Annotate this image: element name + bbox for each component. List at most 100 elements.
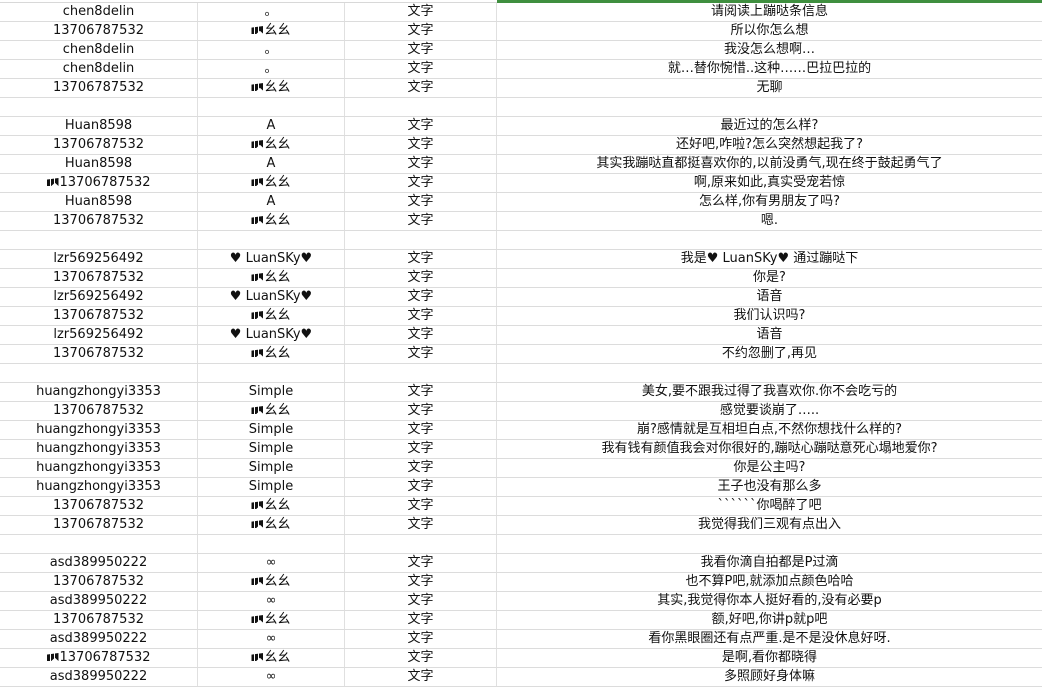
- message-cell[interactable]: 也不算P吧,就添加点颜色哈哈: [497, 573, 1042, 591]
- nickname-cell[interactable]: 幺幺: [198, 611, 345, 629]
- sender-cell[interactable]: 13706787532: [0, 611, 198, 629]
- message-type-cell[interactable]: 文字: [345, 41, 497, 59]
- message-cell[interactable]: 语音: [497, 288, 1042, 306]
- nickname-cell[interactable]: Simple: [198, 440, 345, 458]
- sender-cell[interactable]: chen8delin: [0, 41, 198, 59]
- message-type-cell[interactable]: 文字: [345, 516, 497, 534]
- sender-cell[interactable]: chen8delin: [0, 60, 198, 78]
- message-type-cell[interactable]: 文字: [345, 269, 497, 287]
- message-cell[interactable]: 你是?: [497, 269, 1042, 287]
- message-cell[interactable]: [497, 535, 1042, 553]
- message-type-cell[interactable]: [345, 231, 497, 249]
- message-type-cell[interactable]: 文字: [345, 60, 497, 78]
- nickname-cell[interactable]: 幺幺: [198, 516, 345, 534]
- message-cell[interactable]: 我是♥ LuanSKy♥ 通过蹦哒下: [497, 250, 1042, 268]
- nickname-cell[interactable]: [198, 98, 345, 116]
- message-cell[interactable]: 额,好吧,你讲p就p吧: [497, 611, 1042, 629]
- sender-cell[interactable]: chen8delin: [0, 3, 198, 21]
- message-cell[interactable]: [497, 364, 1042, 382]
- sender-cell[interactable]: lzr569256492: [0, 288, 198, 306]
- message-cell[interactable]: ``````你喝醉了吧: [497, 497, 1042, 515]
- message-type-cell[interactable]: 文字: [345, 497, 497, 515]
- nickname-cell[interactable]: 幺幺: [198, 136, 345, 154]
- nickname-cell[interactable]: ♥ LuanSKy♥: [198, 250, 345, 268]
- nickname-cell[interactable]: 幺幺: [198, 22, 345, 40]
- nickname-cell[interactable]: [198, 364, 345, 382]
- sender-cell[interactable]: 13706787532: [0, 402, 198, 420]
- message-cell[interactable]: 不约忽删了,再见: [497, 345, 1042, 363]
- nickname-cell[interactable]: 幺幺: [198, 649, 345, 667]
- sender-cell[interactable]: 13706787532: [0, 573, 198, 591]
- sender-cell[interactable]: asd389950222: [0, 592, 198, 610]
- nickname-cell[interactable]: A: [198, 193, 345, 211]
- message-type-cell[interactable]: 文字: [345, 136, 497, 154]
- message-type-cell[interactable]: 文字: [345, 649, 497, 667]
- message-cell[interactable]: 多照顾好身体嘛: [497, 668, 1042, 686]
- nickname-cell[interactable]: Simple: [198, 478, 345, 496]
- nickname-cell[interactable]: 幺幺: [198, 269, 345, 287]
- sender-cell[interactable]: 13706787532: [0, 79, 198, 97]
- sender-cell[interactable]: lzr569256492: [0, 250, 198, 268]
- nickname-cell[interactable]: 幺幺: [198, 402, 345, 420]
- message-cell[interactable]: 其实,我觉得你本人挺好看的,没有必要p: [497, 592, 1042, 610]
- message-type-cell[interactable]: 文字: [345, 174, 497, 192]
- message-type-cell[interactable]: 文字: [345, 592, 497, 610]
- message-cell[interactable]: 看你黑眼圈还有点严重.是不是没休息好呀.: [497, 630, 1042, 648]
- message-cell[interactable]: 我没怎么想啊…: [497, 41, 1042, 59]
- nickname-cell[interactable]: 幺幺: [198, 307, 345, 325]
- message-cell[interactable]: 美女,要不跟我过得了我喜欢你.你不会吃亏的: [497, 383, 1042, 401]
- sender-cell[interactable]: [0, 98, 198, 116]
- nickname-cell[interactable]: ∞: [198, 630, 345, 648]
- message-cell[interactable]: 请阅读上蹦哒条信息: [497, 3, 1042, 21]
- message-cell[interactable]: 怎么样,你有男朋友了吗?: [497, 193, 1042, 211]
- sender-cell[interactable]: 13706787532: [0, 269, 198, 287]
- message-type-cell[interactable]: 文字: [345, 250, 497, 268]
- message-cell[interactable]: 崩?感情就是互相坦白点,不然你想找什么样的?: [497, 421, 1042, 439]
- message-type-cell[interactable]: 文字: [345, 573, 497, 591]
- nickname-cell[interactable]: Simple: [198, 459, 345, 477]
- nickname-cell[interactable]: [198, 231, 345, 249]
- message-type-cell[interactable]: 文字: [345, 117, 497, 135]
- message-type-cell[interactable]: 文字: [345, 383, 497, 401]
- message-cell[interactable]: 语音: [497, 326, 1042, 344]
- message-cell[interactable]: 你是公主吗?: [497, 459, 1042, 477]
- sender-cell[interactable]: Huan8598: [0, 117, 198, 135]
- sender-cell[interactable]: [0, 231, 198, 249]
- message-cell[interactable]: 还好吧,咋啦?怎么突然想起我了?: [497, 136, 1042, 154]
- message-cell[interactable]: [497, 98, 1042, 116]
- message-cell[interactable]: 所以你怎么想: [497, 22, 1042, 40]
- sender-cell[interactable]: huangzhongyi3353: [0, 440, 198, 458]
- nickname-cell[interactable]: 幺幺: [198, 79, 345, 97]
- message-type-cell[interactable]: 文字: [345, 326, 497, 344]
- message-type-cell[interactable]: 文字: [345, 630, 497, 648]
- message-type-cell[interactable]: 文字: [345, 345, 497, 363]
- message-cell[interactable]: 王子也没有那么多: [497, 478, 1042, 496]
- sender-cell[interactable]: 13706787532: [0, 212, 198, 230]
- message-type-cell[interactable]: 文字: [345, 402, 497, 420]
- sender-cell[interactable]: Huan8598: [0, 155, 198, 173]
- message-cell[interactable]: 我觉得我们三观有点出入: [497, 516, 1042, 534]
- message-cell[interactable]: 无聊: [497, 79, 1042, 97]
- sender-cell[interactable]: 13706787532: [0, 497, 198, 515]
- message-type-cell[interactable]: 文字: [345, 307, 497, 325]
- message-type-cell[interactable]: 文字: [345, 212, 497, 230]
- message-type-cell[interactable]: 文字: [345, 22, 497, 40]
- sender-cell[interactable]: asd389950222: [0, 668, 198, 686]
- nickname-cell[interactable]: 幺幺: [198, 497, 345, 515]
- message-cell[interactable]: 啊,原来如此,真实受宠若惊: [497, 174, 1042, 192]
- sender-cell[interactable]: 13706787532: [0, 307, 198, 325]
- sender-cell[interactable]: 13706787532: [0, 649, 198, 667]
- sender-cell[interactable]: asd389950222: [0, 630, 198, 648]
- nickname-cell[interactable]: Simple: [198, 421, 345, 439]
- nickname-cell[interactable]: ∞: [198, 554, 345, 572]
- message-type-cell[interactable]: 文字: [345, 193, 497, 211]
- message-type-cell[interactable]: 文字: [345, 668, 497, 686]
- nickname-cell[interactable]: ∞: [198, 592, 345, 610]
- message-cell[interactable]: 最近过的怎么样?: [497, 117, 1042, 135]
- message-cell[interactable]: [497, 231, 1042, 249]
- sender-cell[interactable]: huangzhongyi3353: [0, 383, 198, 401]
- message-type-cell[interactable]: 文字: [345, 478, 497, 496]
- sender-cell[interactable]: 13706787532: [0, 345, 198, 363]
- nickname-cell[interactable]: 幺幺: [198, 212, 345, 230]
- sender-cell[interactable]: 13706787532: [0, 174, 198, 192]
